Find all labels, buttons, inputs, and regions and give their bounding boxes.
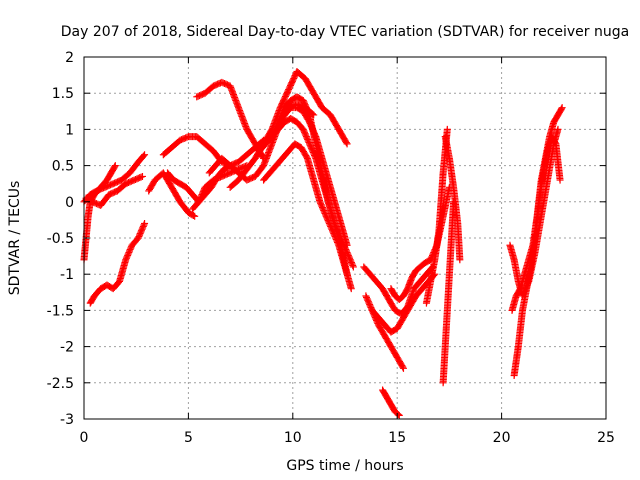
data-point	[556, 176, 564, 184]
x-tick-label: 15	[388, 430, 406, 446]
y-tick-label: -2.5	[47, 376, 74, 392]
data-point	[191, 212, 199, 220]
data-point	[342, 139, 350, 147]
data-point	[141, 220, 149, 228]
y-tick-label: -3	[60, 412, 74, 428]
data-point	[138, 172, 146, 180]
y-tick-label: -0.5	[47, 231, 74, 247]
data-point	[189, 212, 197, 220]
data-point	[456, 256, 464, 264]
series-s26	[510, 133, 564, 380]
y-tick-label: 0	[65, 195, 74, 211]
axis-ticks: 0 5 10 15 20 25 -3 -2.5 -2 -1.5 -1 -0.5 0 0.5 1 1.5 2	[47, 50, 615, 446]
x-axis-label: GPS time / hours	[286, 458, 403, 474]
y-tick-label: -1.5	[47, 303, 74, 319]
y-tick-label: 1.5	[52, 86, 74, 102]
data-point	[343, 241, 351, 249]
y-tick-label: 1	[65, 122, 74, 138]
data-point	[140, 221, 148, 229]
data-point	[450, 198, 458, 206]
chart-title: Day 207 of 2018, Sidereal Day-to-day VTE…	[61, 24, 629, 40]
series-s9	[193, 78, 268, 162]
series-s23	[439, 198, 458, 387]
y-tick-label: 0.5	[52, 159, 74, 175]
data-points	[80, 67, 566, 419]
data-point	[558, 104, 566, 112]
data-point	[394, 410, 402, 418]
series-s3	[86, 220, 149, 307]
data-point	[111, 162, 119, 170]
data-point	[111, 163, 119, 171]
data-point	[141, 151, 149, 159]
data-point	[343, 140, 351, 148]
x-tick-label: 20	[493, 430, 511, 446]
data-point	[349, 263, 357, 271]
data-point	[349, 262, 357, 270]
x-tick-label: 0	[80, 430, 89, 446]
series-s2	[80, 162, 119, 264]
series-s15	[280, 104, 351, 249]
series-s18	[368, 306, 407, 372]
data-point	[347, 285, 355, 293]
x-tick-label: 5	[184, 430, 193, 446]
y-axis-label: SDTVAR / TECUs	[7, 181, 23, 296]
data-point	[399, 363, 407, 371]
x-tick-label: 10	[284, 430, 302, 446]
data-point	[554, 125, 562, 133]
series-s19	[379, 386, 403, 419]
data-point	[399, 364, 407, 372]
x-tick-label: 25	[597, 430, 615, 446]
series-s16	[360, 263, 437, 318]
data-point	[140, 152, 148, 160]
series-s14	[260, 140, 355, 293]
data-point	[137, 173, 145, 181]
y-tick-label: -1	[60, 267, 74, 283]
series-s21	[422, 125, 451, 307]
y-tick-label: -2	[60, 340, 74, 356]
data-point	[557, 105, 565, 113]
data-point	[443, 125, 451, 133]
y-tick-label: 2	[65, 50, 74, 66]
